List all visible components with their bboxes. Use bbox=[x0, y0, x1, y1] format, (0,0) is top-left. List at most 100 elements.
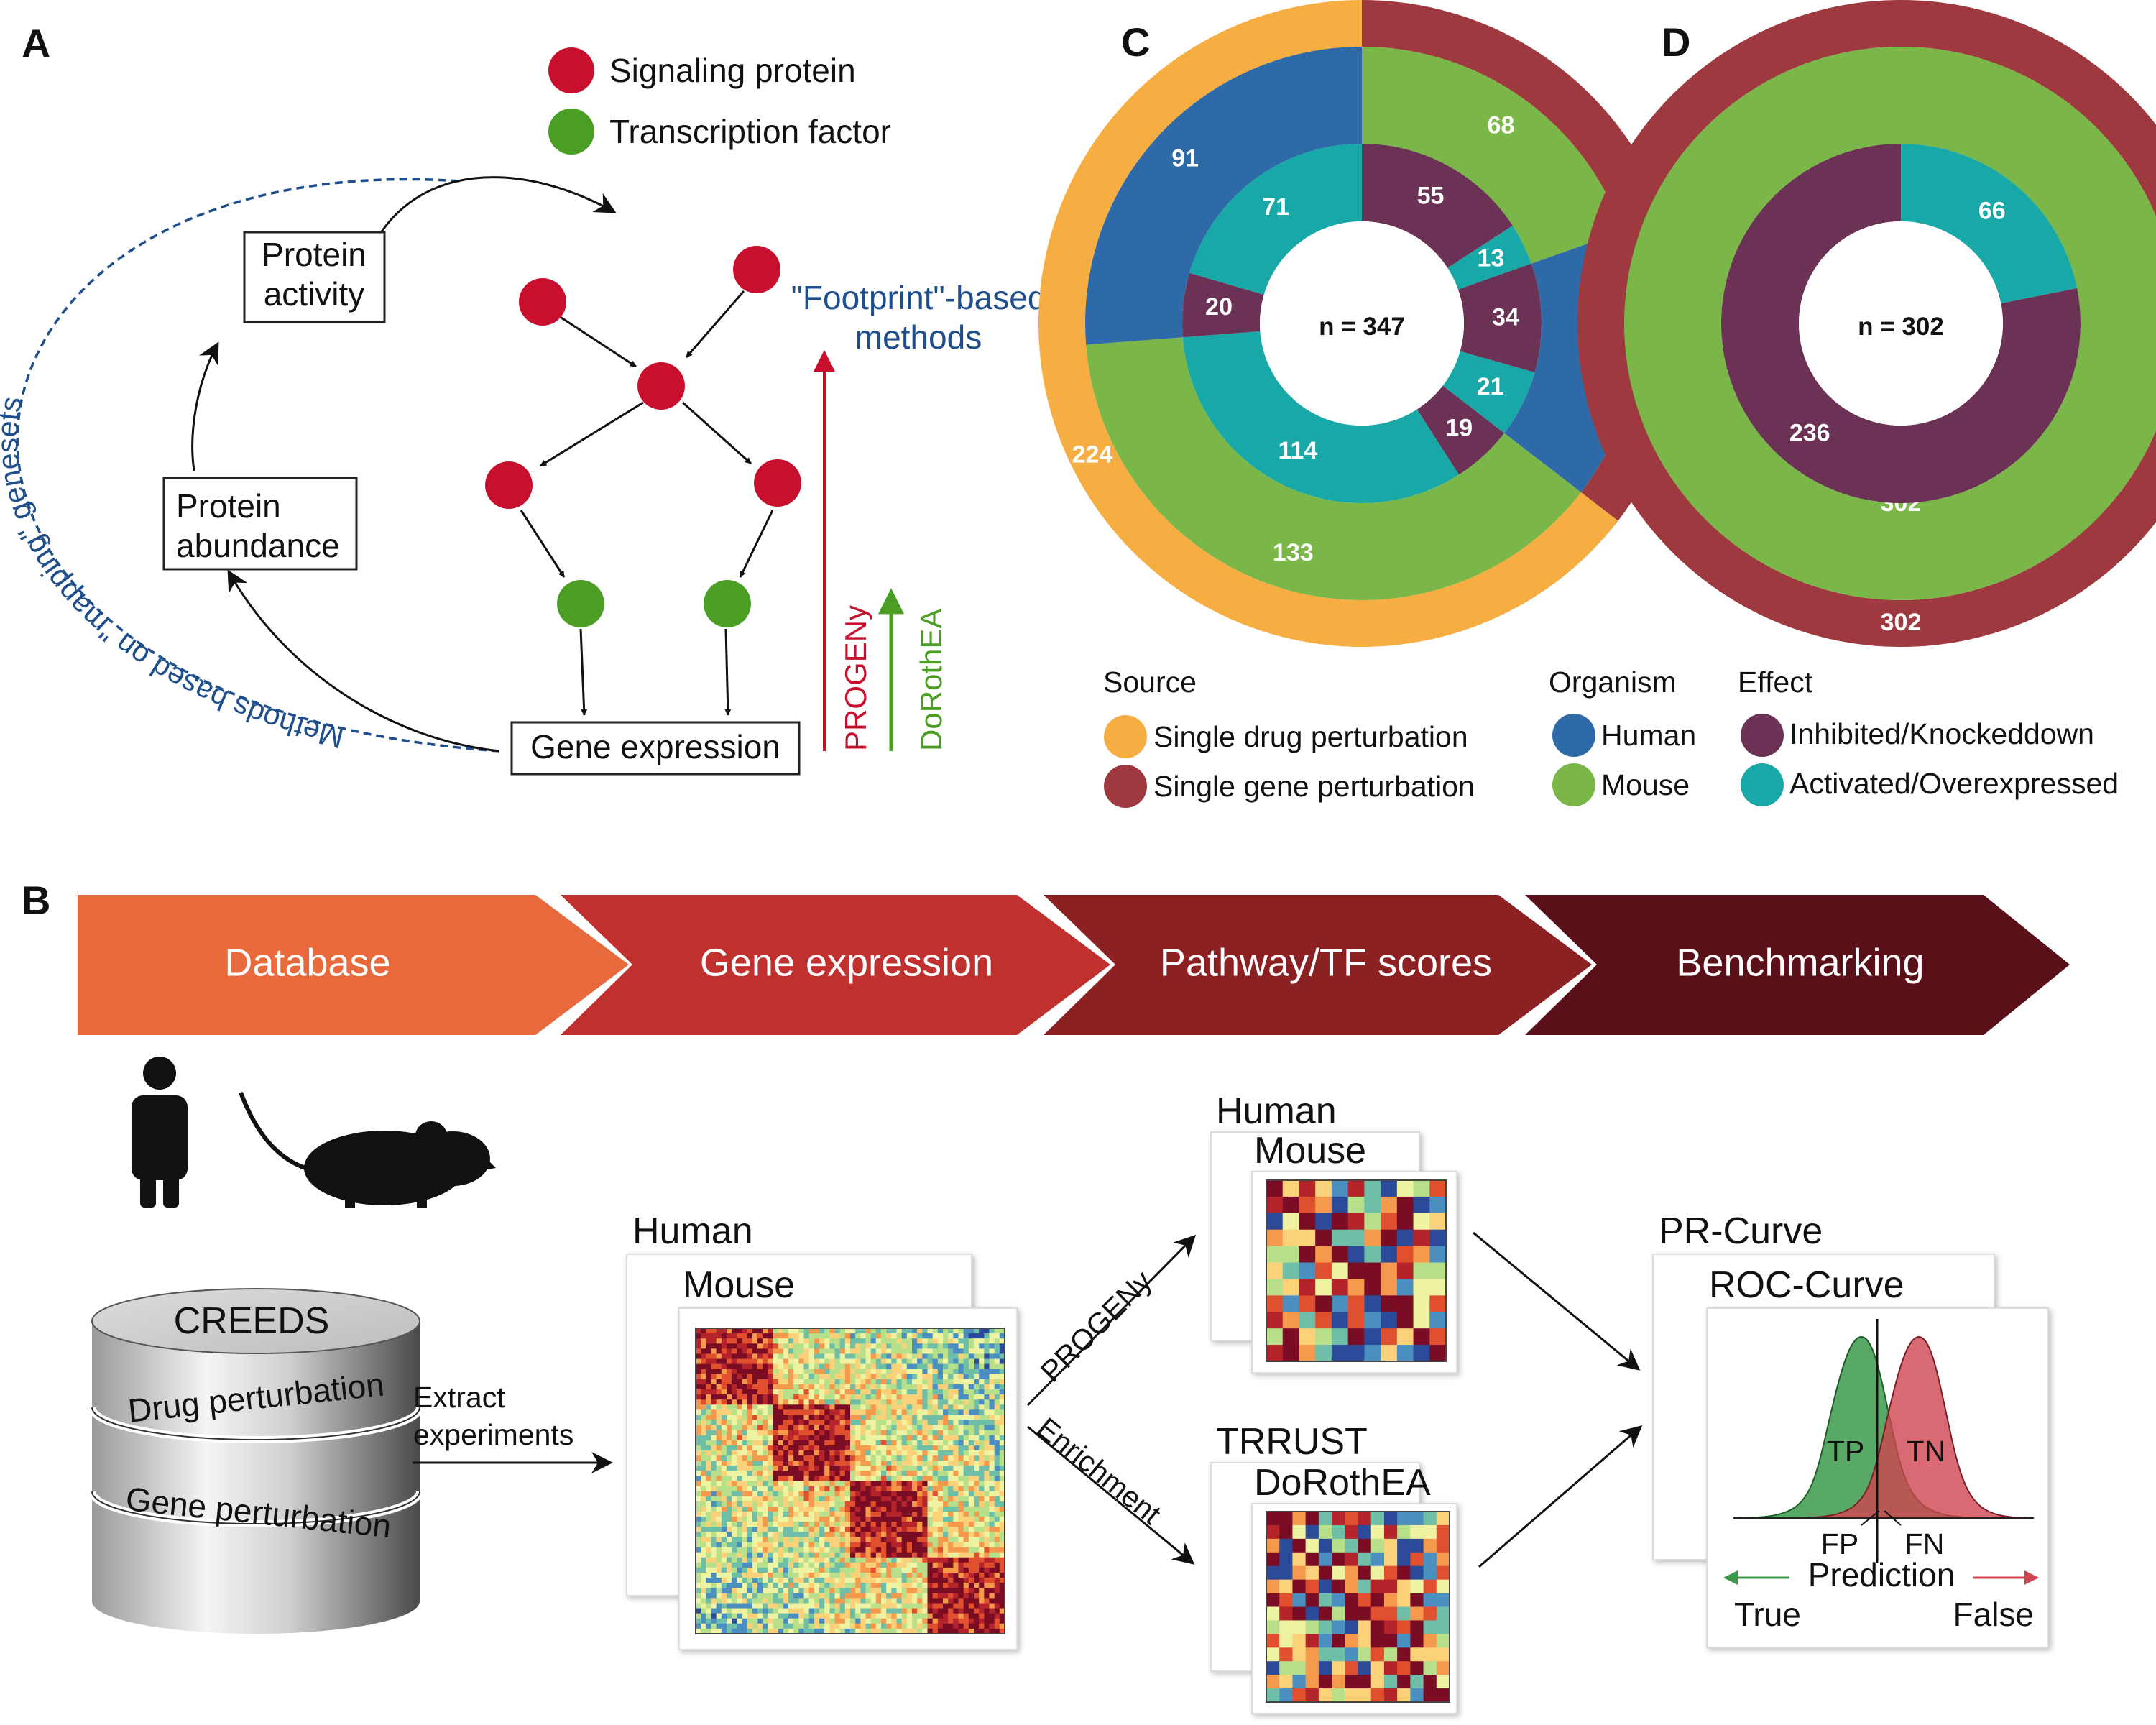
legend-item-label: Single drug perturbation bbox=[1153, 720, 1468, 753]
donut-segment bbox=[1362, 0, 1685, 521]
banner-step-pathway-tf-scores bbox=[1044, 895, 1592, 1035]
human-icon bbox=[132, 1057, 188, 1208]
tf-dorothea-label: DoRothEA bbox=[1254, 1462, 1431, 1504]
signaling-protein-node bbox=[754, 459, 801, 507]
arrow-gene-to-abundance bbox=[227, 569, 500, 753]
donut-segment-label: 20 bbox=[1205, 293, 1233, 321]
banner-step-benchmarking bbox=[1525, 895, 2070, 1035]
network-edge bbox=[681, 401, 752, 465]
panel-a: Signaling protein Transcription factor M… bbox=[0, 47, 1046, 776]
banner-label: Gene expression bbox=[700, 941, 993, 984]
protein-abundance-box bbox=[162, 477, 358, 571]
signaling-protein-legend-label: Signaling protein bbox=[609, 52, 856, 89]
donut-segment-label: 224 bbox=[1072, 441, 1113, 469]
tf-trrust-label: TRRUST bbox=[1216, 1421, 1368, 1463]
signaling-protein-node bbox=[519, 278, 566, 326]
legend-item-label: Human bbox=[1601, 719, 1696, 752]
legend-organism-title: Organism bbox=[1549, 666, 1677, 699]
legend-item-label: Mouse bbox=[1601, 768, 1690, 801]
scores-to-curves-arrow bbox=[1473, 1231, 1641, 1371]
donut-segment-label: 34 bbox=[1492, 304, 1519, 331]
legend-item-label: Activated/Overexpressed bbox=[1789, 767, 2119, 800]
donut-segment bbox=[1721, 144, 2081, 503]
banner-label: Database bbox=[224, 941, 390, 984]
donut-segment bbox=[1901, 144, 2078, 304]
tp-label: TP bbox=[1827, 1435, 1864, 1468]
donut-segment bbox=[1362, 47, 1623, 264]
network-edge bbox=[739, 510, 774, 578]
donut-d-center-label: n = 302 bbox=[1858, 313, 1944, 341]
legend-swatch bbox=[1552, 714, 1595, 757]
arrow-activity-to-network bbox=[372, 176, 617, 245]
transcription-factor-legend-dot bbox=[548, 109, 594, 155]
donut-segment bbox=[1182, 331, 1459, 504]
network-edge bbox=[520, 510, 566, 578]
donut-segment-label: 302 bbox=[1881, 609, 1922, 636]
legend-swatch bbox=[1741, 714, 1784, 757]
fp-pointer bbox=[1861, 1510, 1880, 1526]
donut-segment bbox=[1442, 351, 1535, 433]
donut-legend: Source Single drug perturbation Single g… bbox=[1103, 666, 2119, 808]
donut-segment-label: 236 bbox=[1789, 420, 1830, 447]
signaling-protein-node bbox=[485, 461, 533, 509]
protein-activity-label: Protein bbox=[262, 236, 367, 273]
donut-chart-c: 12322468551339155133421191142071 bbox=[1038, 0, 1685, 648]
tf-score-heatmap bbox=[1266, 1511, 1450, 1703]
legend-source-title: Source bbox=[1103, 666, 1197, 699]
panel-label-d: D bbox=[1662, 19, 1690, 65]
matrix-human-label: Human bbox=[632, 1210, 753, 1252]
network-edge bbox=[558, 315, 637, 368]
transcription-factor-node bbox=[704, 580, 751, 627]
donut-segment bbox=[1416, 385, 1505, 475]
workflow-banner: Database Gene expression Pathway/TF scor… bbox=[78, 895, 2070, 1035]
legend-swatch bbox=[1552, 763, 1595, 806]
donut-segment bbox=[1085, 46, 1362, 345]
legend-item-label: Single gene perturbation bbox=[1153, 770, 1475, 803]
network-edge bbox=[579, 628, 588, 716]
fn-label: FN bbox=[1905, 1527, 1945, 1560]
pathway-mouse-label: Mouse bbox=[1254, 1130, 1366, 1172]
protein-activity-label: activity bbox=[264, 275, 365, 313]
panel-label-a: A bbox=[22, 21, 50, 66]
banner-step-database bbox=[78, 895, 629, 1035]
pathway-human-label: Human bbox=[1216, 1090, 1337, 1132]
gene-expression-box bbox=[510, 721, 801, 776]
donut-segment-label: 133 bbox=[1273, 539, 1314, 566]
transcription-factor-legend-label: Transcription factor bbox=[609, 113, 891, 150]
progeny-arrow-label: PROGENy bbox=[839, 605, 872, 751]
footprint-methods-label: methods bbox=[855, 318, 982, 356]
donut-segment-label: 55 bbox=[1417, 182, 1445, 209]
pr-curve-label: PR-Curve bbox=[1659, 1210, 1823, 1252]
enrichment-flow-label: Enrichment bbox=[1031, 1411, 1168, 1531]
false-distribution bbox=[1789, 1335, 2035, 1519]
signaling-protein-node bbox=[637, 362, 685, 410]
transcription-factor-node bbox=[557, 580, 604, 627]
donut-c-center-label: n = 347 bbox=[1319, 313, 1405, 341]
legend-swatch bbox=[1104, 715, 1147, 758]
network-edge bbox=[540, 401, 644, 467]
fn-pointer bbox=[1884, 1510, 1902, 1526]
signaling-protein-node bbox=[733, 246, 780, 293]
matrix-mouse-label: Mouse bbox=[683, 1264, 795, 1306]
legend-swatch bbox=[1104, 765, 1147, 808]
donut-segment-label: 21 bbox=[1477, 373, 1504, 400]
tn-label: TN bbox=[1907, 1435, 1946, 1468]
scores-to-curves-arrow bbox=[1478, 1425, 1643, 1568]
arrow-abundance-to-activity bbox=[191, 341, 219, 472]
false-label: False bbox=[1953, 1596, 2034, 1633]
legend-swatch bbox=[1741, 763, 1784, 806]
donut-segment bbox=[1182, 272, 1264, 338]
donut-segment bbox=[1447, 226, 1531, 290]
banner-step-gene-expression bbox=[561, 895, 1110, 1035]
network-edge bbox=[685, 290, 745, 358]
banner-label: Pathway/TF scores bbox=[1160, 941, 1492, 984]
donut-segment bbox=[1189, 144, 1362, 295]
donut-segment-label: 68 bbox=[1488, 111, 1515, 139]
donut-segment-label: 114 bbox=[1278, 437, 1317, 464]
extract-experiments-label: Extract bbox=[413, 1381, 505, 1414]
progeny-flow-label: PROGENy bbox=[1034, 1264, 1158, 1388]
protein-activity-box bbox=[243, 231, 386, 323]
mouse-icon bbox=[239, 1091, 496, 1208]
mapping-methods-label: Methods based on "mapping" genesets bbox=[0, 394, 347, 755]
